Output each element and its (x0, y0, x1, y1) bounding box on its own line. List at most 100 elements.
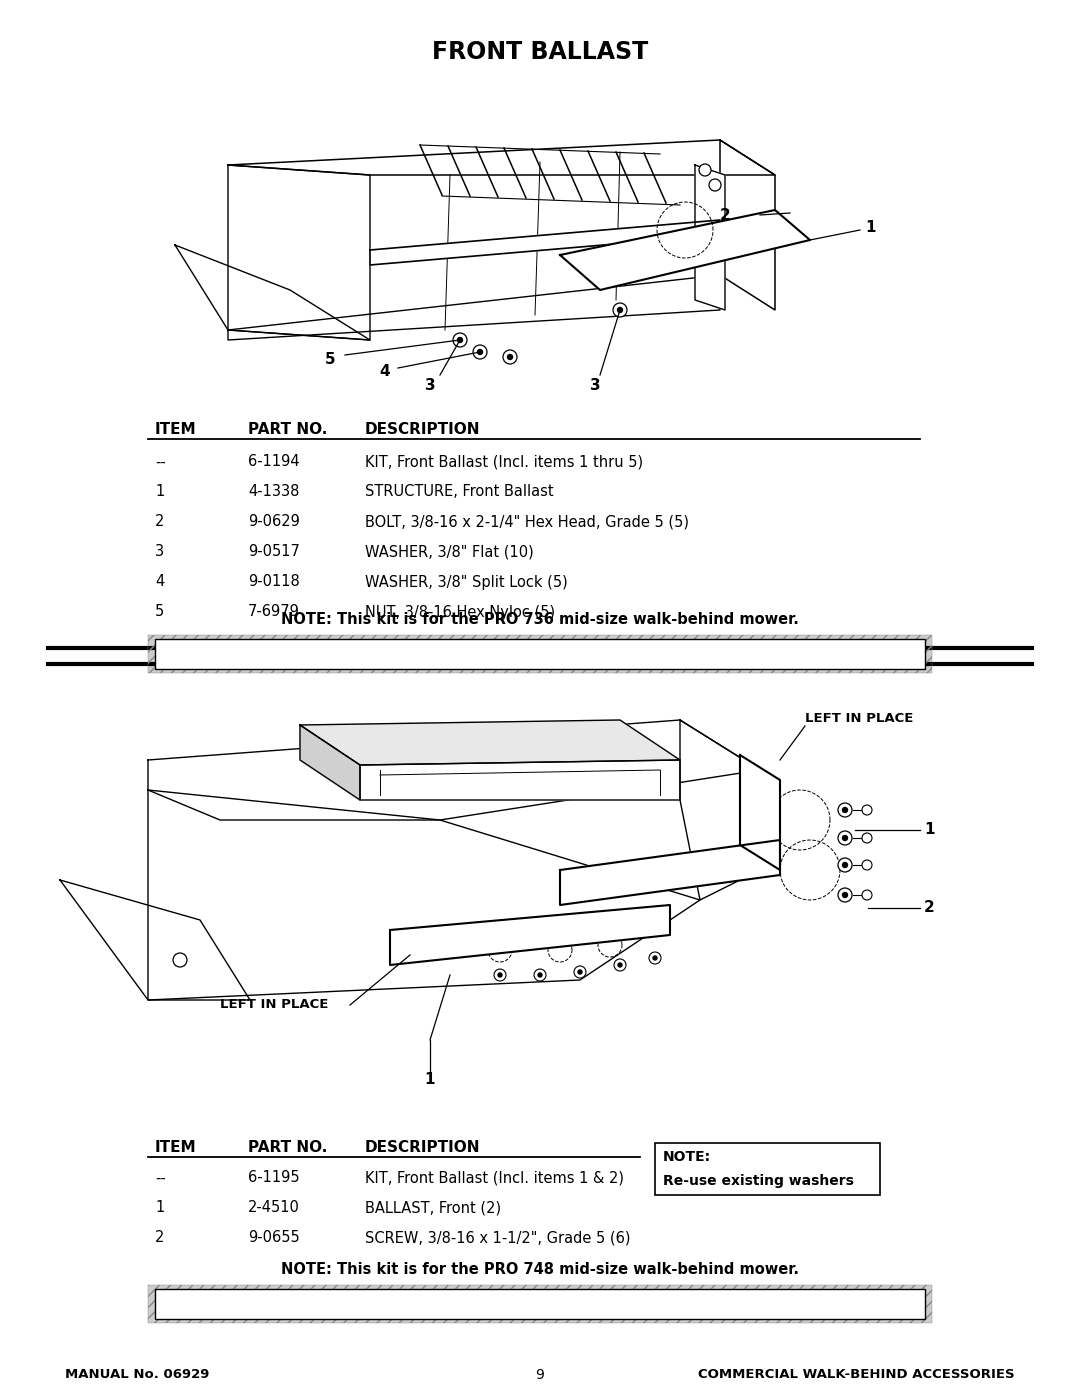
Text: 9-0517: 9-0517 (248, 545, 300, 560)
Text: 1: 1 (924, 823, 934, 837)
Circle shape (613, 303, 627, 317)
Circle shape (477, 349, 483, 355)
Text: WASHER, 3/8" Split Lock (5): WASHER, 3/8" Split Lock (5) (365, 574, 568, 590)
Text: --: -- (156, 1171, 165, 1186)
Text: 9-0629: 9-0629 (248, 514, 300, 529)
Text: LEFT IN PLACE: LEFT IN PLACE (220, 999, 328, 1011)
Circle shape (615, 958, 626, 971)
Text: ITEM: ITEM (156, 422, 197, 437)
Circle shape (842, 893, 848, 897)
Text: PART NO.: PART NO. (248, 422, 327, 437)
Circle shape (699, 163, 711, 176)
Polygon shape (148, 719, 760, 820)
Circle shape (862, 861, 872, 870)
Polygon shape (720, 140, 775, 310)
Circle shape (842, 807, 848, 813)
Polygon shape (696, 165, 725, 310)
Circle shape (862, 805, 872, 814)
Polygon shape (561, 840, 780, 905)
FancyBboxPatch shape (156, 638, 924, 669)
Circle shape (498, 972, 502, 977)
Text: --: -- (156, 454, 165, 469)
Circle shape (653, 956, 657, 960)
Text: LEFT IN PLACE: LEFT IN PLACE (805, 711, 914, 725)
Circle shape (538, 972, 542, 977)
Text: 2: 2 (720, 208, 731, 222)
Circle shape (838, 888, 852, 902)
Polygon shape (370, 219, 720, 265)
Text: 2: 2 (924, 901, 935, 915)
Circle shape (573, 965, 586, 978)
Circle shape (842, 835, 848, 841)
Circle shape (649, 951, 661, 964)
Circle shape (508, 355, 513, 359)
Text: 2: 2 (156, 514, 164, 529)
Polygon shape (300, 725, 360, 800)
Circle shape (618, 963, 622, 967)
Polygon shape (228, 165, 370, 339)
Circle shape (494, 970, 507, 981)
Polygon shape (360, 760, 680, 800)
Polygon shape (390, 905, 670, 965)
Text: PART NO.: PART NO. (248, 1140, 327, 1155)
Text: BOLT, 3/8-16 x 2-1/4" Hex Head, Grade 5 (5): BOLT, 3/8-16 x 2-1/4" Hex Head, Grade 5 … (365, 514, 689, 529)
Text: 6-1194: 6-1194 (248, 454, 299, 469)
Text: 4: 4 (156, 574, 164, 590)
Polygon shape (228, 275, 720, 339)
Text: 2: 2 (156, 1231, 164, 1246)
Text: 3: 3 (590, 377, 600, 393)
Polygon shape (300, 719, 680, 766)
FancyBboxPatch shape (156, 1289, 924, 1319)
Text: 9-0655: 9-0655 (248, 1231, 300, 1246)
Text: 7-6979: 7-6979 (248, 605, 300, 619)
Text: 4-1338: 4-1338 (248, 485, 299, 500)
Text: DESCRIPTION: DESCRIPTION (365, 1140, 481, 1155)
Circle shape (453, 332, 467, 346)
Polygon shape (228, 140, 775, 175)
Polygon shape (175, 244, 370, 339)
Circle shape (173, 953, 187, 967)
Text: FRONT BALLAST: FRONT BALLAST (432, 41, 648, 64)
Polygon shape (740, 754, 780, 870)
Text: Re-use existing washers: Re-use existing washers (663, 1173, 854, 1187)
Circle shape (578, 970, 582, 974)
Circle shape (458, 338, 462, 342)
Circle shape (838, 858, 852, 872)
Circle shape (708, 179, 721, 191)
Text: ITEM: ITEM (156, 1140, 197, 1155)
Circle shape (842, 862, 848, 868)
Text: NOTE:: NOTE: (663, 1150, 711, 1164)
Text: 5: 5 (325, 352, 335, 367)
Text: 1: 1 (156, 485, 164, 500)
Text: SCREW, 3/8-16 x 1-1/2", Grade 5 (6): SCREW, 3/8-16 x 1-1/2", Grade 5 (6) (365, 1231, 631, 1246)
Text: WASHER, 3/8" Flat (10): WASHER, 3/8" Flat (10) (365, 545, 534, 560)
Text: DESCRIPTION: DESCRIPTION (365, 422, 481, 437)
Text: 1: 1 (424, 1073, 435, 1087)
Circle shape (503, 351, 517, 365)
Circle shape (473, 345, 487, 359)
Circle shape (862, 833, 872, 842)
FancyBboxPatch shape (148, 636, 932, 673)
Text: NOTE: This kit is for the PRO 736 mid-size walk-behind mower.: NOTE: This kit is for the PRO 736 mid-si… (281, 612, 799, 627)
Polygon shape (60, 880, 249, 1000)
FancyBboxPatch shape (148, 1285, 932, 1323)
Text: NOTE: This kit is for the PRO 748 mid-size walk-behind mower.: NOTE: This kit is for the PRO 748 mid-si… (281, 1263, 799, 1277)
Circle shape (862, 890, 872, 900)
Text: BALLAST, Front (2): BALLAST, Front (2) (365, 1200, 501, 1215)
Text: 9: 9 (536, 1368, 544, 1382)
Text: 5: 5 (156, 605, 164, 619)
Text: 3: 3 (156, 545, 164, 560)
Text: 4: 4 (380, 365, 390, 380)
Circle shape (838, 831, 852, 845)
Text: NUT, 3/8-16 Hex Nyloc (5): NUT, 3/8-16 Hex Nyloc (5) (365, 605, 555, 619)
Text: MANUAL No. 06929: MANUAL No. 06929 (65, 1369, 210, 1382)
Text: KIT, Front Ballast (Incl. items 1 thru 5): KIT, Front Ballast (Incl. items 1 thru 5… (365, 454, 643, 469)
Polygon shape (561, 210, 810, 291)
Text: 2-4510: 2-4510 (248, 1200, 300, 1215)
Text: KIT, Front Ballast (Incl. items 1 & 2): KIT, Front Ballast (Incl. items 1 & 2) (365, 1171, 624, 1186)
Circle shape (838, 803, 852, 817)
Text: 1: 1 (865, 221, 876, 236)
Text: 6-1195: 6-1195 (248, 1171, 299, 1186)
Text: COMMERCIAL WALK-BEHIND ACCESSORIES: COMMERCIAL WALK-BEHIND ACCESSORIES (699, 1369, 1015, 1382)
Text: 9-0118: 9-0118 (248, 574, 300, 590)
